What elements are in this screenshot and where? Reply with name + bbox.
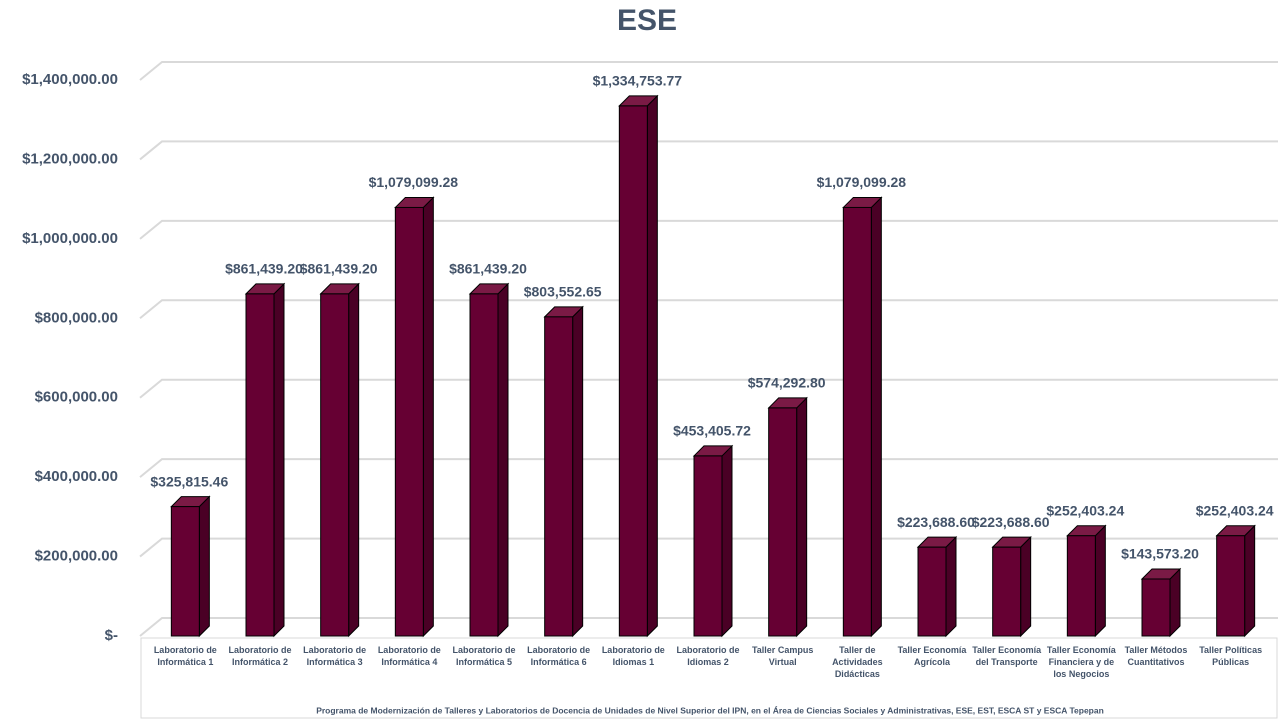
- bar-side: [1020, 535, 1032, 638]
- x-tick-label: Taller Políticas Públicas: [1199, 645, 1263, 667]
- grid-line: [139, 378, 1278, 399]
- y-tick-label: $200,000.00: [35, 548, 118, 565]
- bar-side: [870, 196, 882, 638]
- bar: [543, 305, 584, 638]
- bar-front: [1216, 535, 1246, 637]
- grid-line: [139, 61, 1278, 81]
- bar: [394, 196, 435, 638]
- data-label: $1,334,753.77: [593, 73, 683, 89]
- bar-front: [618, 105, 648, 637]
- bar: [1140, 567, 1182, 638]
- bar: [170, 495, 211, 638]
- bar-side: [273, 282, 285, 638]
- y-tick-label: $400,000.00: [35, 468, 118, 485]
- grid-line: [139, 537, 1278, 558]
- bar-front: [1066, 535, 1096, 637]
- grid-line: [139, 299, 1278, 320]
- y-tick-label: $600,000.00: [35, 389, 118, 406]
- x-tick-label: Taller Economía Agrícola: [897, 645, 967, 667]
- data-label: $223,688.60: [972, 514, 1050, 530]
- data-label: $574,292.80: [748, 375, 826, 391]
- bar: [842, 196, 883, 638]
- bar: [244, 282, 286, 638]
- bar-front: [394, 206, 424, 637]
- chart-title: ESE: [617, 4, 677, 37]
- data-label: $252,403.24: [1046, 502, 1124, 518]
- x-tick-label: Taller Campus Virtual: [751, 645, 814, 667]
- x-tick-label: Laboratorio de Idiomas 1: [601, 645, 665, 667]
- axis-box: [140, 637, 1278, 719]
- bar: [916, 535, 958, 638]
- bar-front: [842, 206, 872, 637]
- x-tick-label: Taller Economía Financiera y de los Nego…: [1046, 645, 1116, 679]
- data-label: $252,403.24: [1196, 502, 1274, 518]
- bar: [319, 282, 360, 638]
- bar-front: [170, 506, 200, 637]
- bar-front: [544, 316, 574, 637]
- data-label: $223,688.60: [897, 514, 975, 530]
- bar-front: [992, 546, 1022, 637]
- bar-front: [320, 293, 350, 637]
- bar-side: [348, 282, 360, 638]
- bar-side: [572, 305, 584, 638]
- x-tick-label: Laboratorio de Idiomas 2: [676, 645, 740, 667]
- bar: [767, 396, 808, 638]
- bar-side: [422, 196, 434, 638]
- bar-front: [693, 455, 723, 637]
- data-label: $1,079,099.28: [817, 174, 907, 190]
- bar-side: [497, 282, 509, 638]
- grid-line: [139, 219, 1278, 240]
- data-label: $143,573.20: [1121, 546, 1199, 562]
- x-tick-label: Laboratorio de Informática 1: [153, 645, 217, 667]
- x-tick-label: Taller de Actividades Didácticas: [832, 645, 883, 679]
- y-tick-label: $1,000,000.00: [22, 230, 118, 247]
- bar-side: [1169, 567, 1181, 638]
- bar: [1215, 524, 1256, 638]
- bar-front: [917, 546, 947, 637]
- bar: [991, 535, 1032, 638]
- y-tick-label: $800,000.00: [35, 309, 118, 326]
- y-tick-label: $-: [105, 627, 118, 644]
- bar-side: [1244, 524, 1256, 638]
- grid-line: [139, 140, 1278, 161]
- data-label: $861,439.20: [225, 261, 303, 277]
- bar: [692, 444, 734, 638]
- x-tick-label: Laboratorio de Informática 6: [527, 645, 591, 667]
- bar: [468, 282, 510, 638]
- bar: [618, 94, 659, 638]
- data-label: $803,552.65: [524, 284, 602, 300]
- x-tick-label: Laboratorio de Informática 5: [452, 645, 516, 667]
- y-tick-label: $1,200,000.00: [22, 150, 118, 167]
- data-label: $453,405.72: [673, 423, 751, 439]
- x-tick-label: Taller Métodos Cuantitativos: [1124, 645, 1188, 667]
- bar-side: [796, 396, 808, 638]
- bar-front: [768, 407, 798, 637]
- y-tick-label: $1,400,000.00: [22, 71, 118, 88]
- grid-line: [139, 458, 1278, 478]
- bar-front: [469, 293, 499, 637]
- bar-side: [198, 495, 210, 638]
- bar-front: [245, 293, 275, 637]
- data-label: $325,815.46: [150, 473, 228, 489]
- x-axis-label: Programa de Modernización de Talleres y …: [316, 705, 1104, 715]
- data-label: $1,079,099.28: [369, 174, 459, 190]
- data-label: $861,439.20: [300, 261, 378, 277]
- bar-side: [945, 535, 957, 638]
- x-tick-label: Laboratorio de Informática 4: [377, 645, 441, 667]
- x-tick-label: Laboratorio de Informática 2: [228, 645, 292, 667]
- grid-line: [139, 617, 1278, 637]
- bar-side: [1094, 524, 1106, 638]
- bar: [1066, 524, 1107, 638]
- x-tick-label: Laboratorio de Informática 3: [303, 645, 367, 667]
- data-label: $861,439.20: [449, 261, 527, 277]
- bar-side: [721, 444, 733, 638]
- bar-side: [646, 94, 658, 638]
- x-tick-label: Taller Economía del Transporte: [972, 645, 1042, 667]
- bar-front: [1141, 578, 1171, 637]
